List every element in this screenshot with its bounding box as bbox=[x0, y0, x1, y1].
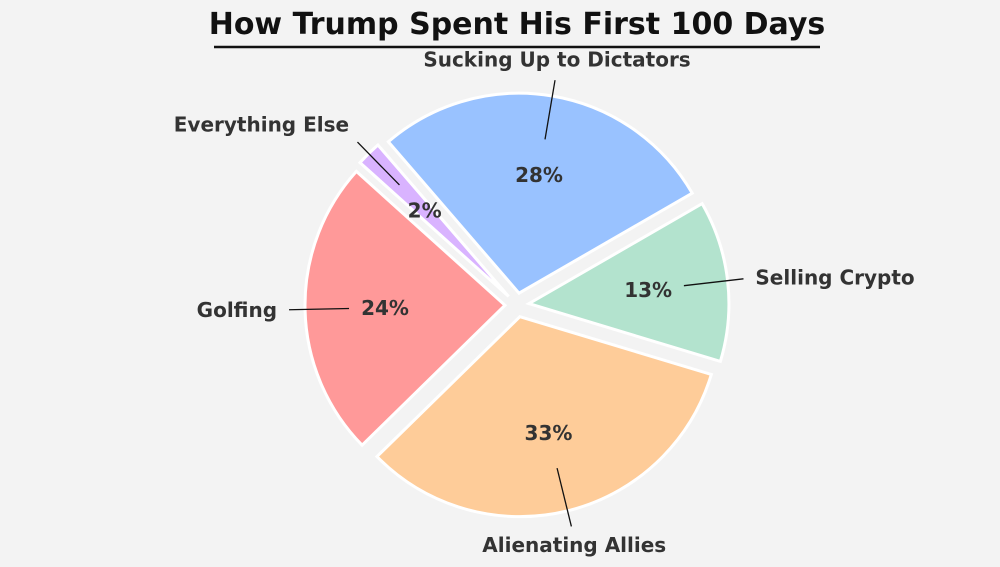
category-label-alienating-allies: Alienating Allies bbox=[482, 533, 666, 557]
pct-label-alienating-allies: 33% bbox=[525, 421, 573, 445]
chart-title: How Trump Spent His First 100 Days bbox=[209, 7, 826, 42]
leaders-layer bbox=[289, 80, 744, 527]
labels-layer: 13% Selling Crypto 33% Alienating Allies 24%… bbox=[174, 47, 915, 557]
leader-line-sucking-up-to-dictators bbox=[544, 80, 556, 140]
slices-layer bbox=[303, 91, 731, 519]
leader-line-selling-crypto bbox=[683, 278, 744, 287]
leader-line-everything-else bbox=[357, 141, 400, 186]
category-label-sucking-up-to-dictators: Sucking Up to Dictators bbox=[423, 47, 690, 71]
pct-label-everything-else: 2% bbox=[408, 199, 442, 223]
category-label-everything-else: Everything Else bbox=[174, 113, 349, 137]
leader-line-alienating-allies bbox=[556, 467, 573, 527]
category-label-golfing: Golfing bbox=[197, 298, 277, 322]
pct-label-golfing: 24% bbox=[361, 296, 409, 320]
pct-label-selling-crypto: 13% bbox=[624, 278, 672, 302]
pct-label-sucking-up-to-dictators: 28% bbox=[515, 163, 563, 187]
leader-line-golfing bbox=[289, 307, 350, 311]
category-label-selling-crypto: Selling Crypto bbox=[755, 265, 914, 289]
